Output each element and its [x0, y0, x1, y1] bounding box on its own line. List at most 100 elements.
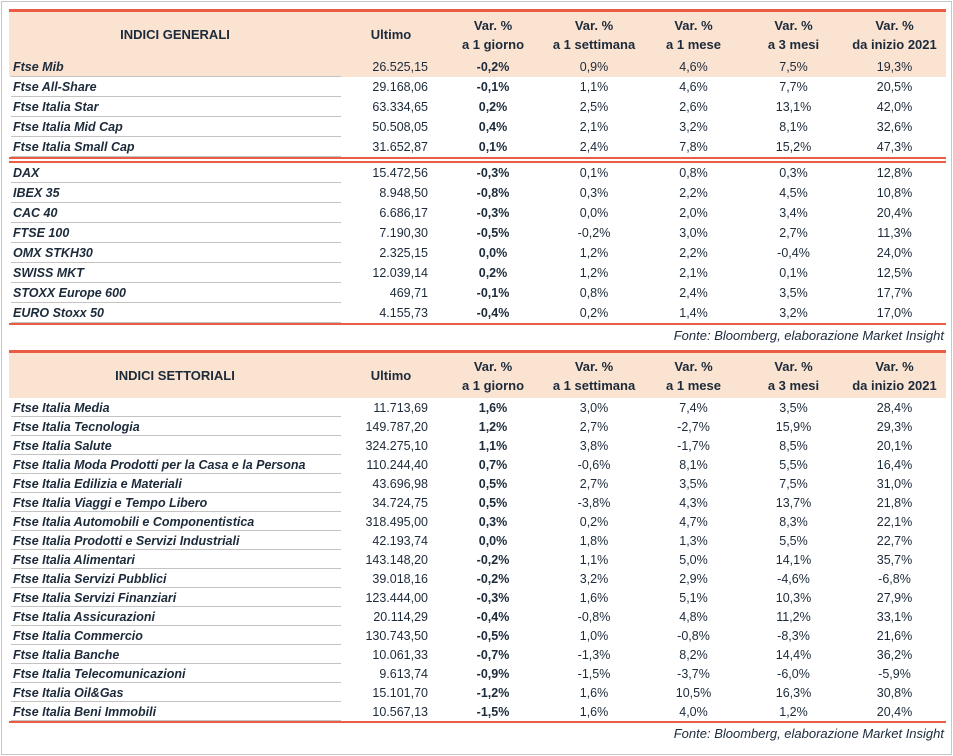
var-1w-cell: 1,6%	[545, 702, 643, 722]
col-header-var-ytd: Var. % da inizio 2021	[843, 351, 946, 398]
index-name-cell: Ftse Italia Star	[9, 97, 341, 117]
var-1m-cell: 1,4%	[643, 303, 744, 324]
index-name-cell: Ftse Italia Prodotti e Servizi Industria…	[9, 531, 341, 550]
var-1m-cell: 4,0%	[643, 702, 744, 722]
var-3m-cell: -0,4%	[744, 243, 843, 263]
var-ytd-cell: 16,4%	[843, 455, 946, 474]
var-ytd-cell: 24,0%	[843, 243, 946, 263]
col-header-var-1m: Var. % a 1 mese	[643, 10, 744, 57]
col-header-line2: a 3 mesi	[767, 36, 820, 52]
ultimo-cell: 31.652,87	[341, 137, 441, 158]
index-name-cell: Ftse Italia Assicurazioni	[9, 607, 341, 626]
var-1d-cell: -0,3%	[441, 162, 545, 183]
index-name-cell: Ftse Italia Banche	[9, 645, 341, 664]
sector-indices-section: INDICI SETTORIALI Ultimo Var. % a 1 gior…	[9, 350, 946, 745]
ultimo-cell: 34.724,75	[341, 493, 441, 512]
col-header-line2: a 3 mesi	[767, 377, 820, 393]
ultimo-cell: 15.101,70	[341, 683, 441, 702]
index-name-cell: Ftse Italia Viaggi e Tempo Libero	[9, 493, 341, 512]
col-header-line1: Var. %	[674, 17, 713, 33]
index-row: STOXX Europe 600 469,71 -0,1% 0,8% 2,4% 3,5% 1…	[9, 283, 946, 303]
var-1w-cell: 0,9%	[545, 57, 643, 77]
var-1m-cell: 10,5%	[643, 683, 744, 702]
var-3m-cell: 0,3%	[744, 162, 843, 183]
index-name-cell: Ftse Italia Oil&Gas	[9, 683, 341, 702]
var-1d-cell: -1,5%	[441, 702, 545, 722]
col-header-var-3m: Var. % a 3 mesi	[744, 10, 843, 57]
ultimo-cell: 12.039,14	[341, 263, 441, 283]
general-indices-section: INDICI GENERALI Ultimo Var. % a 1 giorno…	[9, 9, 946, 347]
var-3m-cell: -4,6%	[744, 569, 843, 588]
index-row: DAX 15.472,56 -0,3% 0,1% 0,8% 0,3% 12,8%	[9, 162, 946, 183]
index-row: Ftse Mib 26.525,15 -0,2% 0,9% 4,6% 7,5% 19,3%	[9, 57, 946, 77]
var-ytd-cell: 36,2%	[843, 645, 946, 664]
index-row: CAC 40 6.686,17 -0,3% 0,0% 2,0% 3,4% 20,4%	[9, 203, 946, 223]
var-3m-cell: 5,5%	[744, 455, 843, 474]
var-1m-cell: 3,5%	[643, 474, 744, 493]
var-1m-cell: 5,1%	[643, 588, 744, 607]
index-row: IBEX 35 8.948,50 -0,8% 0,3% 2,2% 4,5% 10,8%	[9, 183, 946, 203]
var-ytd-cell: -5,9%	[843, 664, 946, 683]
var-ytd-cell: 20,1%	[843, 436, 946, 455]
col-header-line1: Var. %	[473, 358, 513, 374]
index-name-cell: Ftse Italia Salute	[9, 436, 341, 455]
index-row: Ftse Italia Media 11.713,69 1,6% 3,0% 7,4% 3,…	[9, 398, 946, 417]
var-ytd-cell: 22,7%	[843, 531, 946, 550]
index-name-cell: EURO Stoxx 50	[9, 303, 341, 324]
var-3m-cell: 15,9%	[744, 417, 843, 436]
var-1m-cell: 2,4%	[643, 283, 744, 303]
ultimo-cell: 10.061,33	[341, 645, 441, 664]
sector-indices-table: INDICI SETTORIALI Ultimo Var. % a 1 gior…	[9, 350, 946, 723]
ultimo-cell: 8.948,50	[341, 183, 441, 203]
var-3m-cell: -6,0%	[744, 664, 843, 683]
index-name-cell: SWISS MKT	[9, 263, 341, 283]
var-1w-cell: 3,8%	[545, 436, 643, 455]
var-ytd-cell: 20,4%	[843, 702, 946, 722]
index-row: Ftse Italia Tecnologia 149.787,20 1,2% 2,7%…	[9, 417, 946, 436]
var-1d-cell: 0,3%	[441, 512, 545, 531]
index-name-cell: Ftse Italia Alimentari	[9, 550, 341, 569]
index-name-cell: Ftse Italia Small Cap	[9, 137, 341, 158]
var-1w-cell: 0,0%	[545, 203, 643, 223]
col-header-line1: Var. %	[774, 17, 813, 33]
var-1w-cell: 0,2%	[545, 303, 643, 324]
index-row: EURO Stoxx 50 4.155,73 -0,4% 0,2% 1,4% 3,2% 17…	[9, 303, 946, 324]
index-name-cell: Ftse Italia Edilizia e Materiali	[9, 474, 341, 493]
var-1d-cell: -0,2%	[441, 550, 545, 569]
var-ytd-cell: 27,9%	[843, 588, 946, 607]
index-row: Ftse Italia Automobili e Componentistica…	[9, 512, 946, 531]
var-3m-cell: 10,3%	[744, 588, 843, 607]
var-ytd-cell: 35,7%	[843, 550, 946, 569]
var-1d-cell: 0,2%	[441, 97, 545, 117]
var-ytd-cell: 17,7%	[843, 283, 946, 303]
col-header-var-1d: Var. % a 1 giorno	[441, 351, 545, 398]
col-header-var-1m: Var. % a 1 mese	[643, 351, 744, 398]
var-1w-cell: 1,1%	[545, 550, 643, 569]
var-1d-cell: -0,4%	[441, 607, 545, 626]
index-row: Ftse Italia Commercio 130.743,50 -0,5% 1,0%…	[9, 626, 946, 645]
index-row: Ftse Italia Servizi Pubblici 39.018,16 -0,…	[9, 569, 946, 588]
var-ytd-cell: 30,8%	[843, 683, 946, 702]
var-1w-cell: -0,8%	[545, 607, 643, 626]
ultimo-cell: 42.193,74	[341, 531, 441, 550]
var-3m-cell: 13,1%	[744, 97, 843, 117]
var-3m-cell: 16,3%	[744, 683, 843, 702]
col-header-var-1w: Var. % a 1 settimana	[545, 10, 643, 57]
var-1m-cell: -1,7%	[643, 436, 744, 455]
var-1d-cell: 0,1%	[441, 137, 545, 158]
col-header-ultimo: Ultimo	[341, 10, 441, 57]
var-ytd-cell: 28,4%	[843, 398, 946, 417]
table-title: INDICI SETTORIALI	[9, 351, 341, 398]
index-name-cell: Ftse Mib	[9, 57, 341, 77]
var-1w-cell: 1,6%	[545, 588, 643, 607]
index-row: Ftse Italia Telecomunicazioni 9.613,74 -0,…	[9, 664, 946, 683]
index-row: Ftse All-Share 29.168,06 -0,1% 1,1% 4,6% 7,7%…	[9, 77, 946, 97]
var-3m-cell: 4,5%	[744, 183, 843, 203]
var-1m-cell: 2,0%	[643, 203, 744, 223]
ultimo-cell: 4.155,73	[341, 303, 441, 324]
var-1m-cell: -3,7%	[643, 664, 744, 683]
var-ytd-cell: 17,0%	[843, 303, 946, 324]
var-1m-cell: 4,8%	[643, 607, 744, 626]
var-1d-cell: -0,5%	[441, 626, 545, 645]
